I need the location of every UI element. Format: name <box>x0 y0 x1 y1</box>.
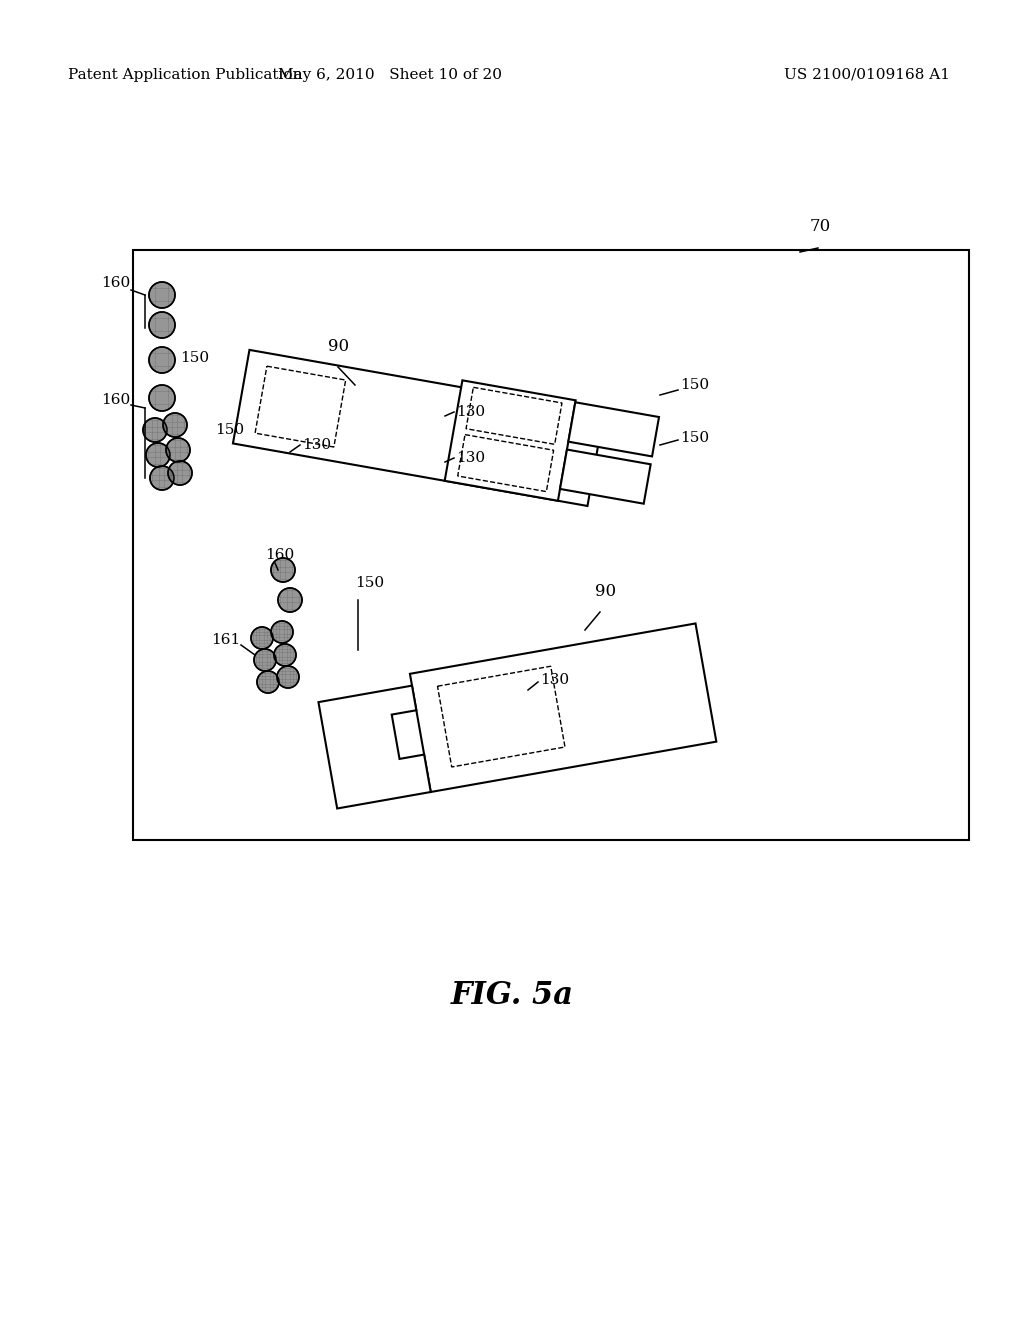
Text: 150: 150 <box>355 576 384 590</box>
Bar <box>133 249 969 840</box>
Text: 90: 90 <box>328 338 349 355</box>
Polygon shape <box>437 667 565 767</box>
Polygon shape <box>232 350 604 506</box>
Polygon shape <box>560 450 650 504</box>
Polygon shape <box>568 403 659 457</box>
Polygon shape <box>444 380 575 500</box>
Circle shape <box>257 671 279 693</box>
Text: May 6, 2010   Sheet 10 of 20: May 6, 2010 Sheet 10 of 20 <box>278 69 502 82</box>
Text: 130: 130 <box>456 451 485 465</box>
Circle shape <box>254 649 276 671</box>
Text: 150: 150 <box>180 351 209 366</box>
Circle shape <box>274 644 296 667</box>
Circle shape <box>150 282 175 308</box>
Polygon shape <box>466 387 562 445</box>
Circle shape <box>251 627 273 649</box>
Text: 150: 150 <box>680 378 710 392</box>
Circle shape <box>150 347 175 374</box>
Text: 90: 90 <box>595 583 616 601</box>
Text: 160: 160 <box>100 276 130 290</box>
Polygon shape <box>318 685 431 808</box>
Circle shape <box>166 438 190 462</box>
Text: 160: 160 <box>100 393 130 407</box>
Polygon shape <box>255 366 346 447</box>
Circle shape <box>168 461 193 484</box>
Circle shape <box>163 413 187 437</box>
Circle shape <box>271 620 293 643</box>
Text: 130: 130 <box>302 438 331 451</box>
Text: 161: 161 <box>211 634 240 647</box>
Text: US 2100/0109168 A1: US 2100/0109168 A1 <box>784 69 950 82</box>
Text: Patent Application Publication: Patent Application Publication <box>68 69 302 82</box>
Circle shape <box>150 385 175 411</box>
Text: 130: 130 <box>540 673 569 686</box>
Circle shape <box>271 558 295 582</box>
Circle shape <box>278 667 299 688</box>
Polygon shape <box>458 434 554 491</box>
Circle shape <box>150 312 175 338</box>
Text: 70: 70 <box>810 218 831 235</box>
Text: FIG. 5a: FIG. 5a <box>451 979 573 1011</box>
Circle shape <box>146 444 170 467</box>
Text: 130: 130 <box>456 405 485 418</box>
Text: 150: 150 <box>680 432 710 445</box>
Text: 150: 150 <box>215 422 244 437</box>
Text: 160: 160 <box>265 548 294 562</box>
Polygon shape <box>410 623 717 792</box>
Circle shape <box>278 587 302 612</box>
Circle shape <box>143 418 167 442</box>
Circle shape <box>150 466 174 490</box>
